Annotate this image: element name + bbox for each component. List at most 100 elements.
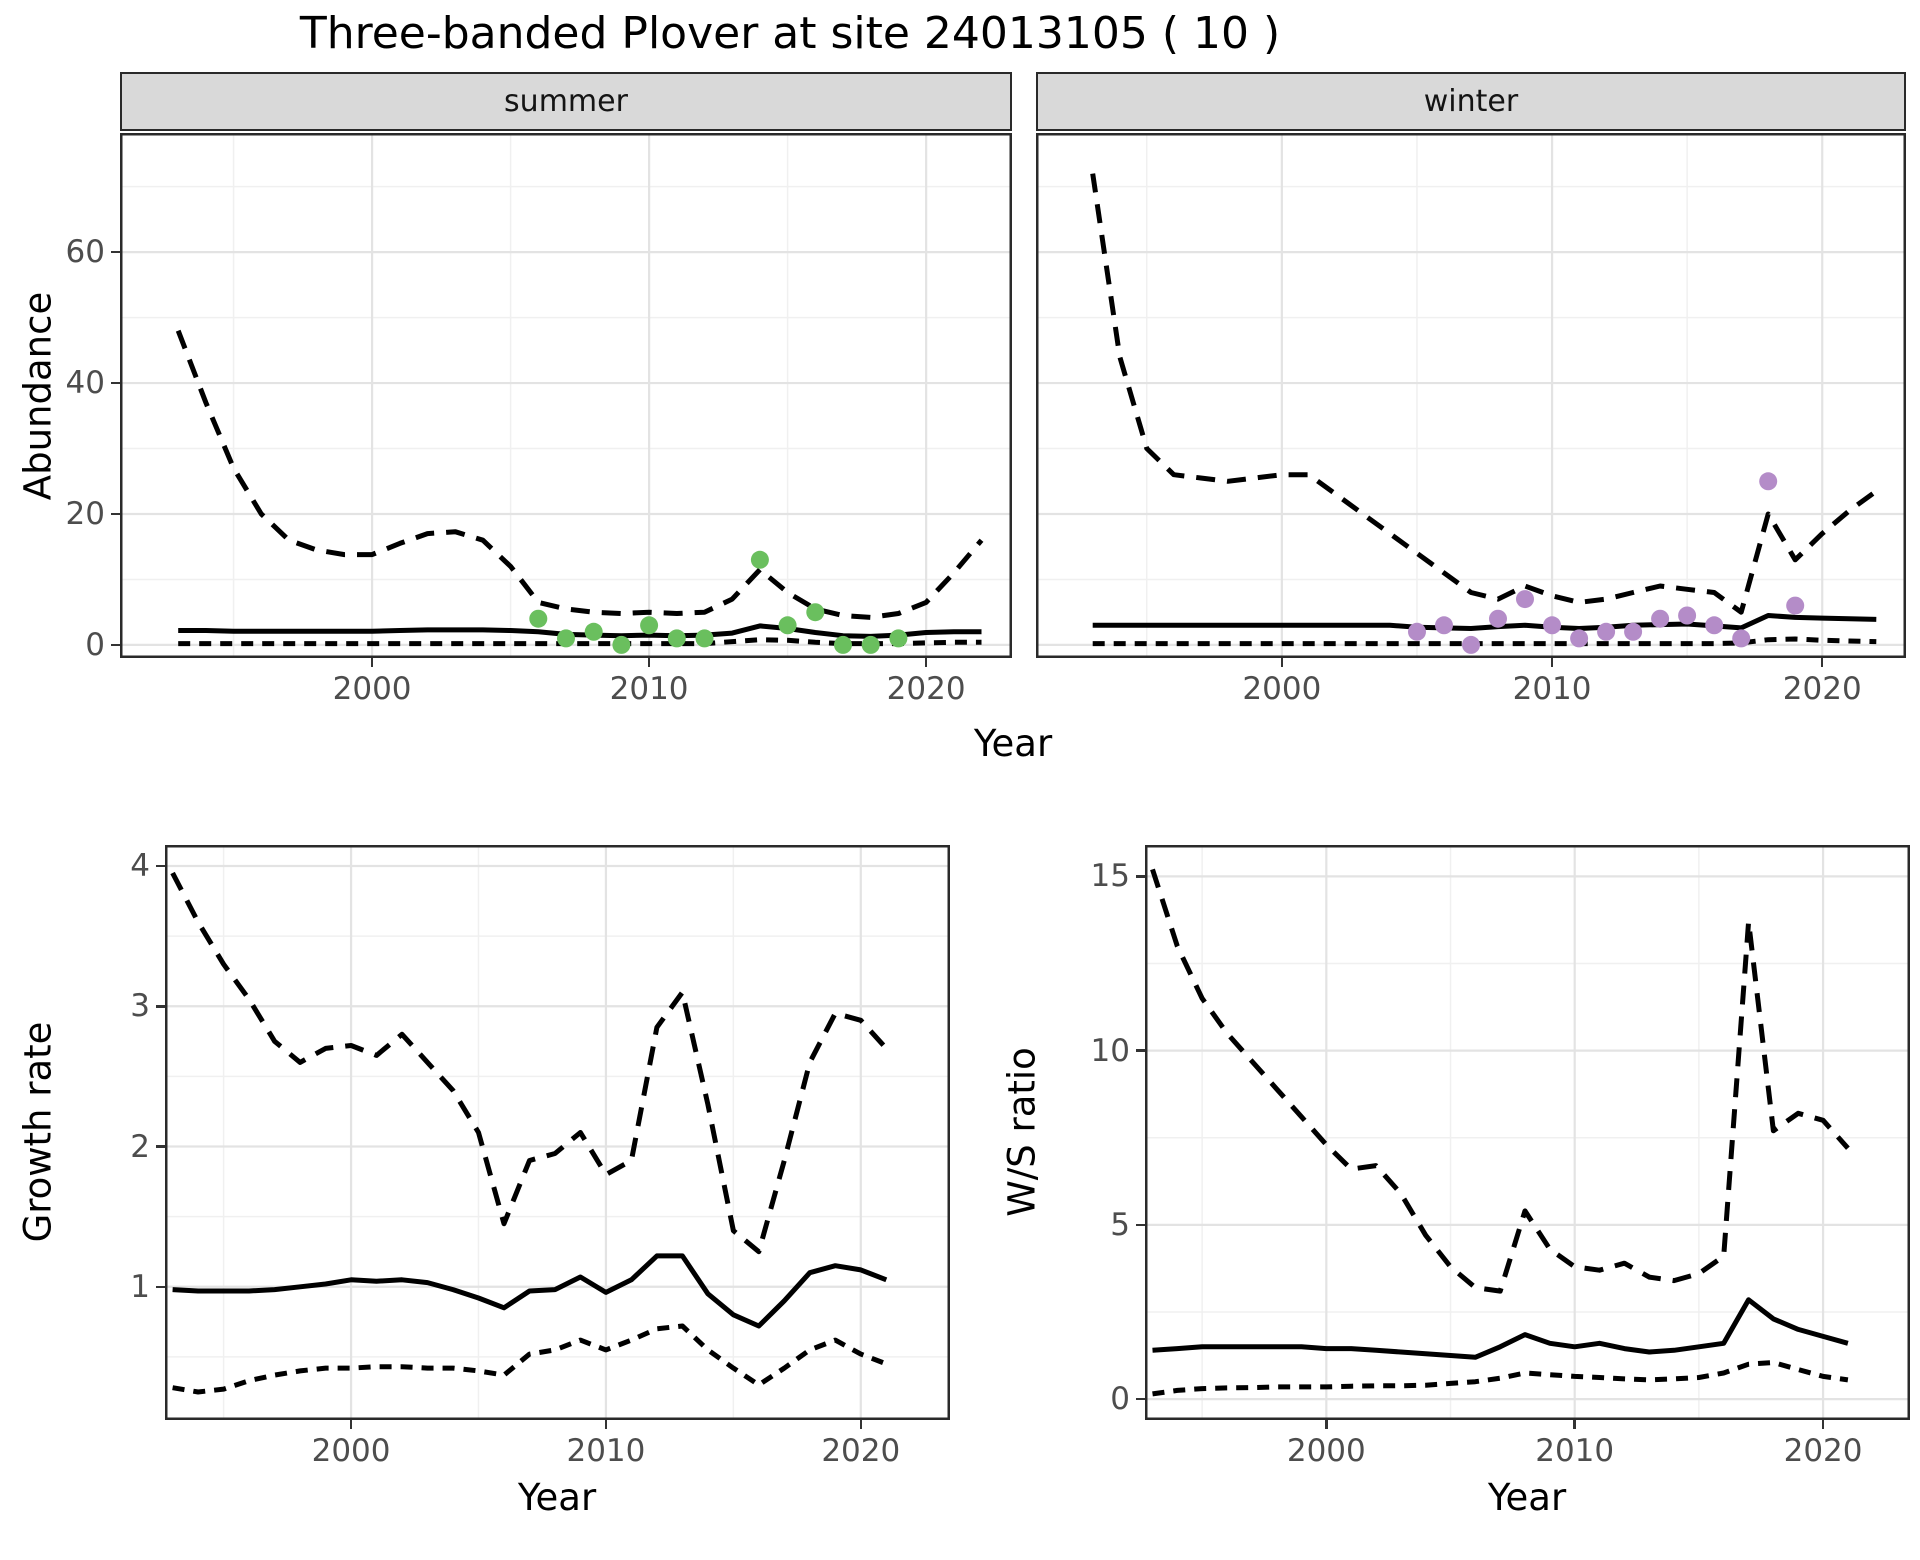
y-tick-label: 2	[130, 1128, 150, 1165]
ws-ratio-axis-title: W/S ratio	[1000, 1047, 1044, 1217]
summer-observed-point	[834, 635, 852, 654]
y-tick-mark	[111, 250, 120, 254]
winter-observed-point	[1678, 606, 1697, 625]
x-tick-mark	[370, 658, 374, 667]
summer-observed-point	[667, 629, 686, 648]
winter-observed-point	[1408, 622, 1426, 641]
facet-strip-summer-label: summer	[504, 84, 628, 119]
winter-observed-point	[1543, 616, 1562, 635]
winter-upper_ci-line	[1090, 173, 1878, 615]
y-tick-mark	[156, 864, 165, 868]
y-tick-mark	[156, 1285, 165, 1289]
panel-border	[165, 845, 950, 1420]
winter-panel	[1036, 133, 1906, 658]
y-tick-mark	[111, 643, 120, 647]
y-tick-label: 15	[1090, 858, 1130, 895]
x-tick-label: 2000	[1242, 671, 1322, 707]
summer-observed-point	[778, 616, 797, 635]
y-tick-label: 20	[65, 495, 105, 532]
winter-lower_ci-line	[1092, 636, 1877, 647]
summer-observed-point	[584, 622, 603, 641]
x-tick-mark	[604, 1420, 608, 1429]
x-tick-label: 2020	[886, 671, 966, 707]
y-tick-label: 0	[85, 626, 105, 663]
y-tick-mark	[1136, 1049, 1145, 1052]
summer-lower_ci-line	[178, 637, 982, 647]
winter-observed-point	[1705, 616, 1724, 635]
x-tick-mark	[647, 658, 651, 667]
y-tick-label: 0	[1110, 1381, 1130, 1418]
x-tick-label: 2010	[1535, 1433, 1615, 1469]
winter-mean-line	[1092, 613, 1877, 631]
y-tick-mark	[156, 1145, 165, 1148]
year-axis-title-growth: Year	[517, 1476, 597, 1519]
winter-observed-point	[1597, 622, 1616, 641]
x-tick-mark	[1280, 658, 1284, 667]
y-tick-label: 4	[130, 848, 150, 885]
summer-observed-point	[750, 550, 769, 569]
y-tick-mark	[111, 512, 120, 516]
summer-observed-point	[612, 635, 631, 654]
summer-observed-point	[557, 629, 575, 648]
summer-observed-point	[640, 616, 659, 635]
winter-observed-point	[1489, 609, 1507, 628]
summer-observed-point	[889, 629, 908, 648]
winter-observed-point	[1651, 609, 1670, 628]
ratio-mean-line	[1152, 1297, 1849, 1360]
x-tick-label: 2010	[1512, 671, 1592, 707]
winter-observed-point	[1516, 590, 1534, 609]
x-tick-mark	[1550, 658, 1554, 667]
summer-mean-line	[178, 623, 982, 639]
y-tick-mark	[1136, 1223, 1145, 1227]
y-tick-label: 40	[65, 365, 105, 402]
summer-observed-point	[806, 603, 825, 622]
y-tick-mark	[1136, 875, 1145, 878]
summer-observed-point	[695, 629, 714, 648]
x-tick-label: 2000	[1286, 1433, 1366, 1469]
growth-upper_ci-line	[170, 871, 889, 1255]
x-tick-label: 2000	[332, 671, 412, 707]
y-tick-label: 10	[1090, 1032, 1130, 1069]
winter-observed-point	[1786, 596, 1805, 615]
growth-rate-axis-title: Growth rate	[16, 1021, 60, 1243]
facet-strip-winter-label: winter	[1423, 84, 1519, 119]
x-tick-label: 2020	[1782, 671, 1862, 707]
y-tick-mark	[111, 381, 120, 385]
winter-observed-point	[1435, 616, 1453, 635]
y-tick-label: 5	[1110, 1206, 1130, 1243]
y-tick-label: 1	[130, 1268, 150, 1305]
x-tick-label: 2010	[566, 1433, 646, 1469]
x-tick-mark	[349, 1420, 353, 1429]
panel-border	[120, 133, 1012, 658]
ratio-upper_ci-line	[1150, 868, 1850, 1294]
facet-strip-winter: winter	[1036, 72, 1906, 131]
winter-observed-point	[1759, 472, 1778, 491]
summer-observed-point	[861, 635, 880, 654]
y-tick-label: 3	[130, 988, 150, 1025]
year-axis-title-top: Year	[973, 722, 1053, 765]
summer-upper_ci-line	[175, 329, 984, 620]
x-tick-mark	[1573, 1420, 1576, 1429]
x-tick-mark	[1821, 1420, 1825, 1429]
x-tick-mark	[859, 1420, 863, 1429]
winter-observed-point	[1732, 629, 1751, 648]
x-tick-label: 2000	[311, 1433, 391, 1469]
panel-border	[1145, 845, 1910, 1420]
winter-observed-point	[1462, 635, 1480, 654]
y-tick-label: 60	[65, 234, 105, 271]
x-tick-mark	[1820, 658, 1824, 667]
x-tick-mark	[924, 658, 928, 667]
year-axis-title-ratio: Year	[1487, 1476, 1567, 1519]
growth-panel	[165, 845, 950, 1420]
figure-title: Three-banded Plover at site 24013105 ( 1…	[299, 8, 1281, 59]
winter-observed-point	[1570, 629, 1589, 648]
summer-panel	[120, 133, 1012, 658]
x-tick-label: 2010	[609, 671, 689, 707]
summer-observed-point	[529, 609, 548, 628]
panel-border	[1036, 133, 1906, 658]
ratio-lower_ci-line	[1152, 1360, 1849, 1397]
x-tick-mark	[1325, 1420, 1328, 1429]
ratio-panel	[1145, 845, 1910, 1420]
x-tick-label: 2020	[1783, 1433, 1863, 1469]
growth-mean-line	[172, 1253, 888, 1329]
